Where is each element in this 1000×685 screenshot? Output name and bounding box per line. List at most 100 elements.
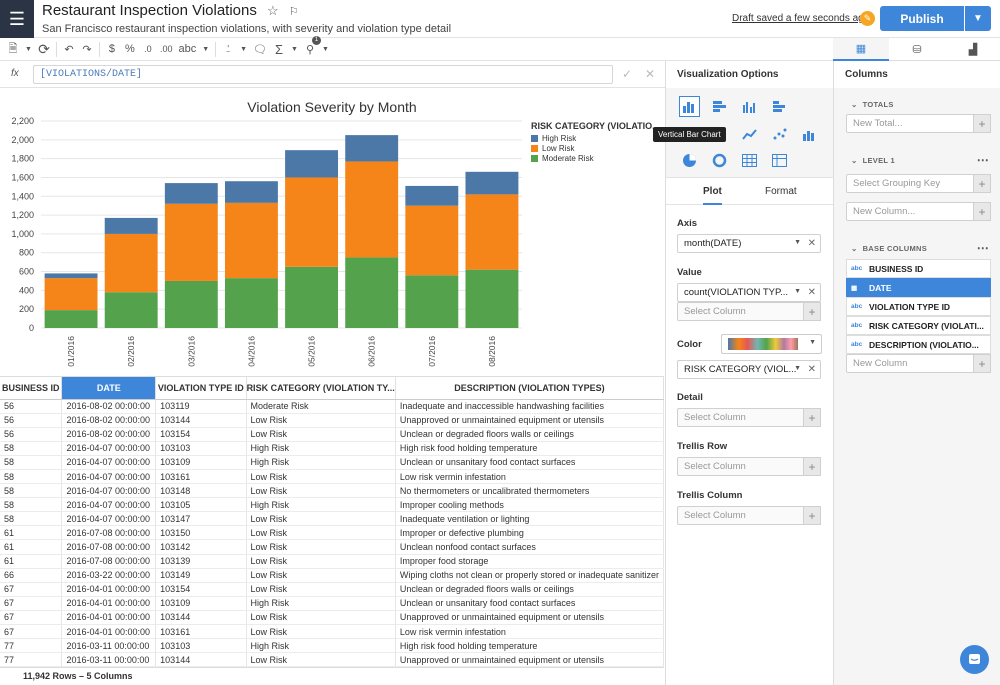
tab-plot[interactable]: Plot (703, 186, 722, 205)
close-icon[interactable]: ✕ (807, 364, 816, 375)
edit-status-icon[interactable]: ✎ (860, 11, 875, 26)
table-cell[interactable]: Unapproved or unmaintained equipment or … (395, 610, 664, 626)
table-cell[interactable]: 58 (0, 441, 63, 456)
table-cell[interactable]: Low Risk (246, 582, 396, 597)
combo-chart-icon[interactable] (799, 124, 820, 145)
table-row[interactable]: 56 2016-08-02 00:00:00 103154 Low Risk Uncle… (0, 427, 664, 442)
table-cell[interactable]: 2016-08-02 00:00:00 (61, 413, 157, 428)
table-cell[interactable]: 2016-04-07 00:00:00 (61, 469, 157, 485)
table-row[interactable]: 58 2016-04-07 00:00:00 103148 Low Risk No th… (0, 483, 664, 499)
table-cell[interactable]: 58 (0, 497, 63, 513)
chevron-down-icon[interactable]: ▼ (794, 365, 801, 372)
table-cell[interactable]: Low Risk (246, 652, 396, 667)
table-cell[interactable]: 2016-04-07 00:00:00 (61, 441, 157, 456)
table-cell[interactable]: 77 (0, 638, 63, 654)
chevron-down-icon[interactable]: ⌄ (851, 244, 858, 253)
table-row[interactable]: 77 2016-03-11 00:00:00 103144 Low Risk Unapp… (0, 652, 664, 667)
table-cell[interactable]: 58 (0, 483, 63, 499)
table-cell[interactable]: 2016-04-07 00:00:00 (61, 497, 157, 513)
color-palette-picker[interactable]: ▼ (721, 334, 822, 354)
chevron-down-icon[interactable]: ⌄ (851, 100, 858, 109)
table-chart-icon[interactable] (739, 150, 760, 171)
chevron-down-icon[interactable]: ▼ (321, 45, 329, 53)
chevron-down-icon[interactable]: ▼ (240, 45, 248, 53)
table-cell[interactable]: Unapproved or unmaintained equipment or … (395, 413, 664, 428)
table-cell[interactable]: Low Risk (246, 624, 396, 640)
grouped-bar-chart-icon[interactable] (739, 96, 760, 117)
trellis-row-select-column[interactable]: Select Column + (677, 457, 821, 476)
line-chart-icon[interactable] (739, 124, 760, 145)
table-cell[interactable]: High Risk (246, 638, 396, 654)
chevron-down-icon[interactable]: ▼ (291, 45, 298, 53)
table-cell[interactable]: 2016-04-07 00:00:00 (61, 455, 157, 470)
table-cell[interactable]: Improper food storage (395, 554, 664, 569)
publish-button[interactable]: Publish (880, 6, 964, 31)
table-row[interactable]: 58 2016-04-07 00:00:00 103105 High Risk Impr… (0, 497, 664, 513)
table-cell[interactable]: Low risk vermin infestation (395, 624, 664, 640)
table-cell[interactable]: Improper or defective plumbing (395, 525, 664, 541)
undo-icon[interactable]: ↶ (64, 43, 74, 56)
table-cell[interactable]: Unclean or unsanitary food contact surfa… (395, 596, 664, 611)
table-row[interactable]: 58 2016-04-07 00:00:00 103161 Low Risk Low r… (0, 469, 664, 485)
hamburger-icon[interactable]: ☰ (0, 0, 34, 38)
publish-dropdown-chevron-icon[interactable]: ▼ (965, 6, 991, 31)
table-row[interactable]: 67 2016-04-01 00:00:00 103144 Low Risk Unapp… (0, 610, 664, 626)
color-field[interactable]: RISK CATEGORY (VIOL... ▼ ✕ (677, 360, 821, 379)
base-columns-section[interactable]: ⌄ BASE COLUMNS ⋯ (851, 241, 991, 255)
chart-settings-icon[interactable]: ▟ (968, 44, 978, 56)
table-cell[interactable]: 2016-04-01 00:00:00 (61, 582, 157, 597)
column-header-description[interactable]: DESCRIPTION (VIOLATION TYPES) (395, 377, 664, 400)
grouping-key-select[interactable]: Select Grouping Key + (846, 174, 991, 193)
table-cell[interactable]: 103147 (155, 511, 247, 527)
table-cell[interactable]: Low Risk (246, 568, 396, 583)
table-cell[interactable]: Low Risk (246, 483, 396, 499)
table-cell[interactable]: Inadequate and inaccessible handwashing … (395, 399, 664, 414)
table-cell[interactable]: 2016-08-02 00:00:00 (61, 399, 157, 414)
table-cell[interactable]: Low Risk (246, 539, 396, 555)
horizontal-bar-chart-icon[interactable] (709, 96, 730, 117)
table-row[interactable]: 67 2016-04-01 00:00:00 103109 High Risk Uncl… (0, 596, 664, 611)
table-cell[interactable]: 2016-07-08 00:00:00 (61, 525, 157, 541)
table-row[interactable]: 67 2016-04-01 00:00:00 103161 Low Risk Low r… (0, 624, 664, 640)
base-column-item[interactable]: abc BUSINESS ID (846, 259, 991, 278)
table-cell[interactable]: Low Risk (246, 413, 396, 428)
table-cell[interactable]: 103103 (155, 441, 247, 456)
table-cell[interactable]: 103154 (155, 582, 247, 597)
table-cell[interactable]: 103144 (155, 610, 247, 626)
table-cell[interactable]: 77 (0, 652, 63, 667)
table-cell[interactable]: 2016-03-11 00:00:00 (61, 638, 157, 654)
percent-format-button[interactable]: % (125, 43, 135, 55)
stacked-horizontal-bar-icon[interactable] (769, 96, 790, 117)
draft-status-link[interactable]: Draft saved a few seconds ago (732, 13, 870, 24)
refresh-icon[interactable]: ⟳ (38, 40, 50, 57)
donut-chart-icon[interactable] (709, 150, 730, 171)
comment-icon[interactable]: 🗨 (253, 43, 268, 56)
new-total-input[interactable]: New Total... + (846, 114, 991, 133)
table-cell[interactable]: 103142 (155, 539, 247, 555)
save-icon[interactable]: 🗎 (8, 42, 18, 55)
text-format-button[interactable]: abc (178, 43, 197, 55)
add-icon[interactable]: + (973, 202, 991, 221)
table-cell[interactable]: 67 (0, 610, 63, 626)
table-row[interactable]: 66 2016-03-22 00:00:00 103149 Low Risk Wipin… (0, 568, 664, 583)
table-row[interactable]: 58 2016-04-07 00:00:00 103103 High Risk High… (0, 441, 664, 456)
table-cell[interactable]: Wiping cloths not clean or properly stor… (395, 568, 664, 583)
table-cell[interactable]: 58 (0, 469, 63, 485)
table-cell[interactable]: 103109 (155, 455, 247, 470)
level-1-new-column-input[interactable]: New Column... + (846, 202, 991, 221)
chat-support-icon[interactable] (960, 645, 989, 674)
table-cell[interactable]: 56 (0, 413, 63, 428)
table-cell[interactable]: 103148 (155, 483, 247, 499)
table-cell[interactable]: 103119 (155, 399, 247, 414)
close-icon[interactable]: ✕ (807, 287, 816, 298)
table-cell[interactable]: Low Risk (246, 610, 396, 626)
add-icon[interactable]: + (803, 506, 821, 525)
base-new-column-input[interactable]: New Column + (846, 354, 991, 373)
chevron-down-icon[interactable]: ▼ (25, 45, 32, 53)
table-row[interactable]: 61 2016-07-08 00:00:00 103139 Low Risk Impro… (0, 554, 664, 569)
table-cell[interactable]: Low Risk (246, 554, 396, 569)
vertical-bar-chart-icon[interactable] (679, 96, 700, 117)
table-cell[interactable]: Unclean or degraded floors walls or ceil… (395, 582, 664, 597)
formula-input[interactable]: [VIOLATIONS/DATE] (33, 65, 613, 84)
table-cell[interactable]: Low Risk (246, 525, 396, 541)
